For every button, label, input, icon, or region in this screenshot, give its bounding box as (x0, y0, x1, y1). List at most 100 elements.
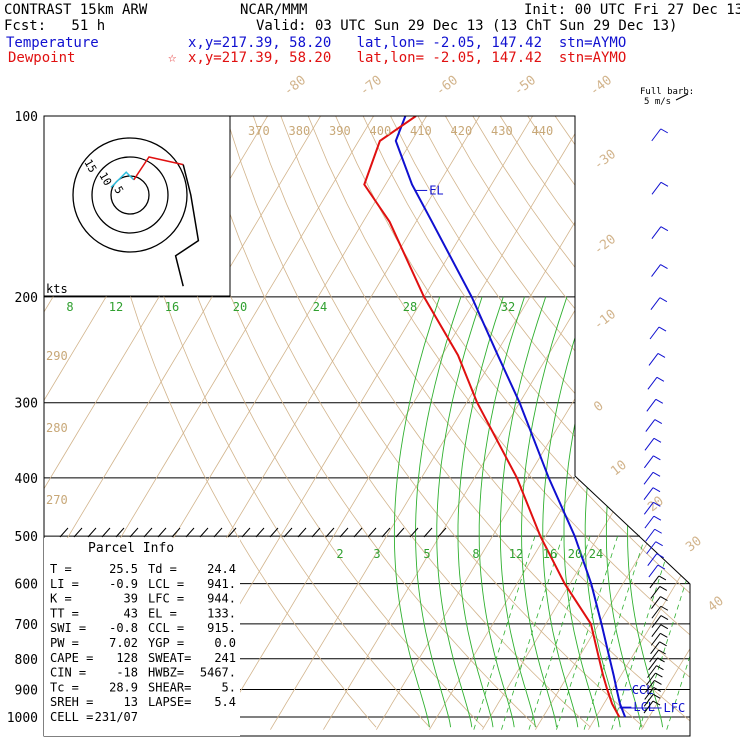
wind-barb-staff (644, 515, 655, 529)
parcel-row-value: 5.4 (214, 695, 236, 709)
dry-adiabat-line (499, 116, 690, 728)
temperature-legend: Temperature (6, 35, 99, 51)
moist-adiabat-line (521, 296, 568, 728)
wind-barb-staff (643, 502, 654, 515)
moist-adiabat-line (542, 296, 589, 728)
hatch-mark (59, 527, 69, 538)
moist-adiabat-line (415, 296, 462, 728)
parcel-row-key: CCL = (148, 621, 184, 635)
parcel-info-title: Parcel Info (88, 541, 174, 556)
hatch-mark (185, 527, 195, 538)
parcel-row-key: SWI = (50, 621, 86, 635)
isotherm-label: 0 (591, 399, 606, 416)
wind-barb-flag (652, 471, 661, 477)
parcel-row-key: T = (50, 562, 72, 576)
isotherm-label: 10 (608, 458, 630, 479)
parcel-row-value: 915. (207, 621, 236, 635)
hodograph-ring-label: 10 (96, 170, 114, 188)
temperature-location-info: x,y=217.39, 58.20 lat,lon= -2.05, 147.42… (188, 35, 627, 51)
theta-label: 290 (46, 349, 68, 363)
forecast-hour: Fcst: 51 h (4, 18, 106, 34)
theta-label: 400 (370, 124, 392, 138)
wind-barb-flag (660, 128, 669, 134)
moist-adiabat-line (436, 296, 483, 728)
dry-adiabat-line (307, 116, 690, 728)
dry-adiabat-line (88, 116, 377, 728)
parcel-row-key: Td = (148, 562, 177, 576)
wind-barb-flag (655, 672, 663, 678)
wind-barb-flag (660, 264, 668, 270)
parcel-row-value: 231/07 (95, 710, 138, 724)
wind-barb-staff (651, 182, 662, 195)
isotherm-label: -40 (587, 73, 615, 99)
parcel-row-value: 133. (207, 606, 236, 620)
wind-barb-flag (655, 398, 664, 404)
wind-barb-flag (654, 679, 662, 685)
wind-barb-staff (643, 471, 654, 485)
mixing-ratio-line (501, 535, 563, 730)
wind-barb-staff (644, 438, 655, 451)
parcel-row-value: 944. (207, 592, 236, 606)
moist-adiabat-line (457, 296, 504, 728)
wind-barb-flag (658, 649, 666, 655)
isotherm-label: 30 (683, 534, 705, 555)
parcel-row-value: 13 (124, 695, 138, 709)
valid-time: Valid: 03 UTC Sun 29 Dec 13 (13 ChT Sun … (256, 18, 678, 34)
parcel-row-value: 241 (214, 651, 236, 665)
hatch-mark (423, 527, 433, 538)
theta-label: 370 (248, 124, 270, 138)
wind-barb-flag (654, 528, 662, 534)
wind-barb-staff (650, 641, 660, 655)
hatch-mark (283, 527, 293, 538)
hatch-mark (325, 527, 335, 538)
dry-adiabat-line (417, 116, 690, 728)
wind-barb-flag (656, 376, 665, 382)
dry-adiabat-line (527, 116, 690, 728)
parcel-row-key: HWBZ= (148, 666, 184, 680)
hatch-mark (129, 527, 139, 538)
model-title: CONTRAST 15km ARW (4, 2, 148, 18)
wind-barb-flag (655, 541, 663, 547)
wind-barb-staff (651, 596, 661, 609)
isotherm-line (323, 116, 690, 730)
isotherm-label: -30 (591, 147, 619, 173)
isotherm-label: -60 (433, 73, 461, 99)
wind-barb-flag (652, 700, 661, 706)
mixing-ratio-line (528, 535, 591, 730)
wind-barb-legend-subtitle: 5 m/s (644, 97, 671, 107)
dewpoint-profile-line (363, 116, 621, 718)
hatch-mark (381, 527, 391, 538)
center-name: NCAR/MMM (240, 2, 308, 18)
pressure-tick-label: 300 (15, 397, 38, 412)
dry-adiabat-line (554, 116, 690, 728)
isotherm-line (588, 116, 690, 730)
wind-barb-staff (651, 264, 661, 277)
dry-adiabat-line (198, 116, 591, 728)
hatch-mark (213, 527, 223, 538)
hatch-mark (115, 527, 125, 538)
parcel-row-value: 39 (124, 592, 138, 606)
dewpoint-location-info: x,y=217.39, 58.20 lat,lon= -2.05, 147.42… (188, 50, 627, 66)
wind-barb-staff (649, 649, 660, 663)
wind-barb-staff (651, 624, 662, 637)
hatch-mark (227, 527, 237, 538)
mixing-ratio-label: 5 (423, 547, 430, 561)
wind-barb-staff (645, 419, 656, 432)
dewpoint-legend: Dewpoint (8, 50, 76, 66)
parcel-row-key: PW = (50, 636, 79, 650)
moist-adiabat-label: 20 (233, 300, 247, 314)
wind-barb-staff (648, 564, 659, 578)
wind-barb-flag (660, 632, 668, 638)
hodograph-trace-low (110, 171, 135, 188)
wind-barb-flag (653, 455, 661, 461)
level-marker-label: LFC (664, 701, 686, 715)
hatch-mark (353, 527, 363, 538)
hatch-mark (241, 527, 251, 538)
wind-barb-flag (653, 687, 661, 692)
wind-barb-flag (653, 501, 661, 507)
mixing-ratio-line (473, 535, 536, 730)
hodograph-trace-high (174, 164, 200, 287)
pressure-tick-label: 800 (15, 653, 38, 668)
isotherm-line (44, 116, 215, 730)
